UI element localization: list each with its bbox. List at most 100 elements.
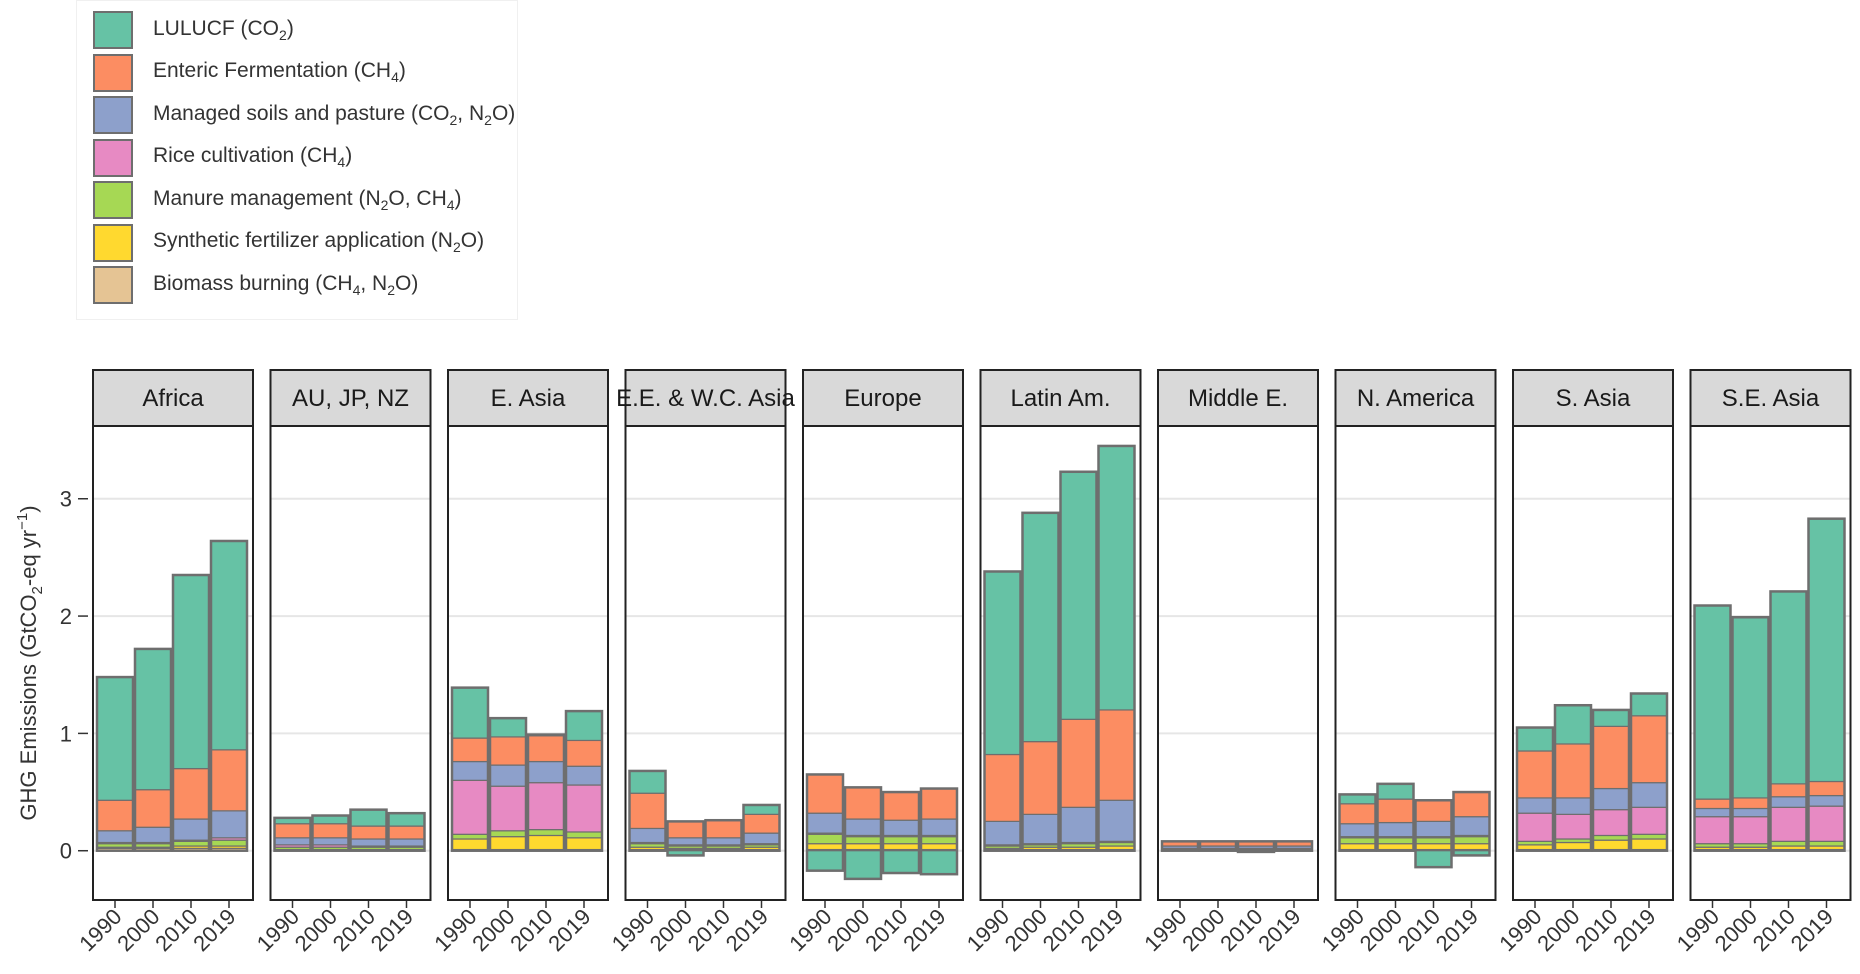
bar-outline <box>805 773 845 872</box>
bar-outline <box>1769 590 1808 852</box>
bar-segment-manure <box>527 829 565 837</box>
legend: LULUCF (CO2) Enteric Fermentation (CH4) Ma… <box>76 0 518 320</box>
x-tick-label: 2019 <box>543 904 595 956</box>
bar-segment-enteric <box>882 791 920 821</box>
bar-outline <box>488 716 528 852</box>
bar-segment-manure <box>1592 834 1630 841</box>
bar-segment-lulucf <box>1630 692 1668 717</box>
bar-segment-soils <box>742 832 781 845</box>
x-tick-label: 2019 <box>188 904 240 956</box>
panel-border <box>1512 425 1674 901</box>
legend-swatch-manure <box>93 181 133 219</box>
x-tick-label: 1990 <box>607 904 659 956</box>
facet-label: Africa <box>142 385 204 412</box>
x-tick-label: 1990 <box>429 904 481 956</box>
x-tick-label: 2010 <box>683 904 735 956</box>
bar-outline <box>983 570 1022 852</box>
bar-segment-soils <box>1693 807 1732 818</box>
bar-segment-lulucf <box>349 809 388 827</box>
x-tick-label: 2010 <box>860 904 912 956</box>
x-tick-label: 2019 <box>1608 904 1660 956</box>
bar-segment-lulucf <box>1693 604 1732 800</box>
bar-outline <box>1731 615 1770 852</box>
panel-border <box>1157 425 1319 901</box>
panel-border <box>1689 425 1852 901</box>
bar-outline <box>1274 840 1314 852</box>
bar-segment-lulucf <box>1554 704 1592 745</box>
bar-outline <box>1629 692 1669 852</box>
bar-outline <box>1376 782 1415 852</box>
x-tick-label: 2019 <box>366 904 418 956</box>
bar-segment-fertilizer <box>489 836 527 851</box>
bar-segment-enteric <box>451 737 489 763</box>
bar-segment-enteric <box>844 786 882 820</box>
bar-segment-enteric <box>273 823 312 839</box>
y-tick-label: 2 <box>60 604 72 629</box>
bar-segment-lulucf <box>1414 850 1453 868</box>
bar-segment-fertilizer <box>920 843 958 851</box>
facet-label: Latin Am. <box>1010 385 1110 412</box>
bar-segment-soils <box>489 764 527 787</box>
bar-segment-manure <box>882 836 920 845</box>
bar-segment-lulucf <box>1516 726 1554 752</box>
bar-segment-soils <box>1592 787 1630 811</box>
facet-label: E. Asia <box>491 385 566 412</box>
bar-outline <box>881 790 921 875</box>
bar-outline <box>273 816 312 852</box>
bar-segment-enteric <box>1693 798 1732 810</box>
x-tick-label: 2000 <box>112 904 164 956</box>
x-tick-label: 2000 <box>822 904 874 956</box>
bar-segment-lulucf <box>806 850 844 872</box>
bar-segment-manure <box>1807 840 1846 847</box>
facet-label: S. Asia <box>1556 385 1631 412</box>
bar-outline <box>349 808 388 852</box>
facet-label: E.E. & W.C. Asia <box>616 385 795 412</box>
legend-item-soils: Managed soils and pasture (CO2, N2O) <box>93 94 515 136</box>
bar-segment-lulucf <box>1807 518 1846 783</box>
y-tick-label: 0 <box>60 839 72 864</box>
bar-outline <box>526 733 566 852</box>
bar-segment-enteric <box>666 820 705 839</box>
panel-border <box>979 425 1142 901</box>
bar-segment-enteric <box>134 789 172 828</box>
x-tick-label: 2010 <box>1215 904 1267 956</box>
bar-segment-soils <box>172 818 210 841</box>
panel-border <box>447 425 609 901</box>
bar-segment-manure <box>172 840 210 847</box>
bar-segment-enteric <box>1592 725 1630 790</box>
x-tick-label: 2000 <box>1532 904 1584 956</box>
bar-segment-rice <box>489 785 527 832</box>
bar-segment-manure <box>1376 837 1415 845</box>
bar-segment-soils <box>920 818 958 837</box>
bar-segment-lulucf <box>1592 709 1630 727</box>
bar-segment-soils <box>1097 799 1136 842</box>
bar-segment-enteric <box>1630 715 1668 784</box>
x-tick-label: 2010 <box>328 904 380 956</box>
panel-border <box>269 425 432 901</box>
y-tick-label: 1 <box>60 721 72 746</box>
bar-segment-fertilizer <box>451 838 489 851</box>
bar-segment-rice <box>1592 809 1630 837</box>
bar-segment-soils <box>1630 782 1668 808</box>
bar-segment-soils <box>628 827 667 844</box>
bar-segment-enteric <box>704 819 743 839</box>
x-tick-label: 2000 <box>1355 904 1407 956</box>
bar-outline <box>209 539 249 852</box>
bar-outline <box>450 686 490 852</box>
bar-segment-lulucf <box>387 812 426 827</box>
bar-segment-fertilizer <box>527 834 565 851</box>
bar-segment-manure <box>1452 836 1491 845</box>
bar-segment-soils <box>1452 816 1491 837</box>
x-tick-label: 2010 <box>150 904 202 956</box>
bar-segment-soils <box>1516 797 1554 814</box>
bar-segment-manure <box>1338 837 1377 845</box>
facet-strip <box>92 369 254 427</box>
bar-segment-fertilizer <box>1338 843 1377 851</box>
x-tick-label: 2019 <box>1076 904 1128 956</box>
bar-segment-soils <box>273 837 312 846</box>
bar-segment-enteric <box>387 825 426 840</box>
